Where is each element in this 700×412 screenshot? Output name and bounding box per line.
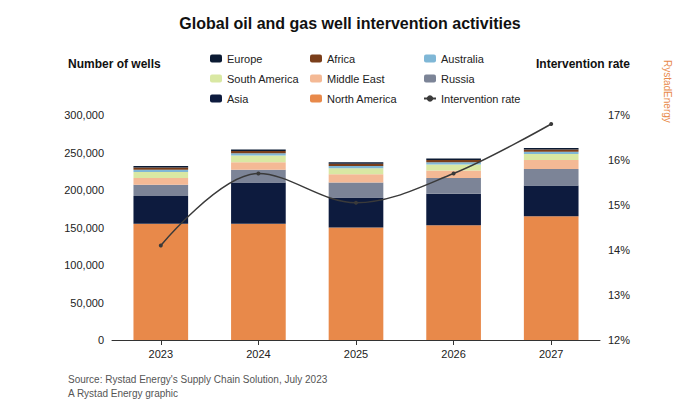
- svg-text:North America: North America: [327, 93, 398, 105]
- svg-text:0: 0: [98, 334, 104, 346]
- svg-text:17%: 17%: [608, 109, 630, 121]
- svg-text:Number of wells: Number of wells: [68, 57, 161, 71]
- svg-text:150,000: 150,000: [64, 222, 104, 234]
- svg-text:100,000: 100,000: [64, 259, 104, 271]
- svg-text:16%: 16%: [608, 154, 630, 166]
- svg-text:Global oil and gas well interv: Global oil and gas well intervention act…: [179, 15, 521, 32]
- svg-text:250,000: 250,000: [64, 147, 104, 159]
- svg-text:300,000: 300,000: [64, 109, 104, 121]
- svg-text:2027: 2027: [539, 348, 563, 360]
- svg-text:50,000: 50,000: [70, 297, 104, 309]
- svg-text:2023: 2023: [149, 348, 173, 360]
- svg-text:Source: Rystad Energy's Supply: Source: Rystad Energy's Supply Chain Sol…: [68, 374, 328, 385]
- svg-text:Intervention rate: Intervention rate: [441, 93, 521, 105]
- svg-text:Middle East: Middle East: [327, 73, 384, 85]
- svg-text:12%: 12%: [608, 334, 630, 346]
- svg-text:2024: 2024: [246, 348, 270, 360]
- svg-text:RystadEnergy: RystadEnergy: [662, 60, 673, 123]
- svg-text:13%: 13%: [608, 289, 630, 301]
- svg-text:A Rystad Energy graphic: A Rystad Energy graphic: [68, 388, 178, 399]
- svg-text:Russia: Russia: [441, 73, 476, 85]
- svg-text:South America: South America: [227, 73, 299, 85]
- svg-text:200,000: 200,000: [64, 184, 104, 196]
- svg-text:14%: 14%: [608, 244, 630, 256]
- svg-text:15%: 15%: [608, 199, 630, 211]
- svg-text:Europe: Europe: [227, 53, 262, 65]
- svg-text:Intervention rate: Intervention rate: [536, 57, 630, 71]
- svg-text:2026: 2026: [441, 348, 465, 360]
- svg-text:Asia: Asia: [227, 93, 249, 105]
- svg-text:Africa: Africa: [327, 53, 356, 65]
- svg-text:2025: 2025: [344, 348, 368, 360]
- svg-text:Australia: Australia: [441, 53, 485, 65]
